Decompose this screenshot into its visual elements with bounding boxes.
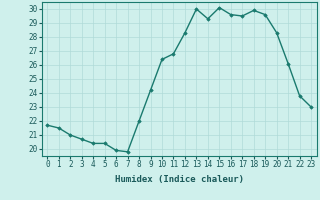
X-axis label: Humidex (Indice chaleur): Humidex (Indice chaleur) <box>115 175 244 184</box>
